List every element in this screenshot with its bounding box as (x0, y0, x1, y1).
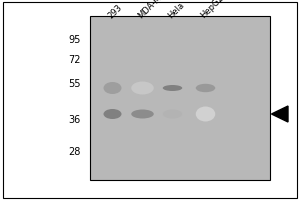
Bar (90, 16, 270, 180)
Text: MDA-MB231: MDA-MB231 (136, 0, 179, 20)
Ellipse shape (163, 109, 182, 118)
Ellipse shape (163, 85, 182, 91)
Text: 36: 36 (69, 115, 81, 125)
Ellipse shape (131, 63, 154, 73)
Text: Hela: Hela (166, 0, 186, 20)
Ellipse shape (131, 82, 154, 95)
Ellipse shape (103, 109, 122, 119)
Text: 72: 72 (68, 55, 81, 65)
Ellipse shape (196, 84, 215, 92)
Polygon shape (272, 106, 288, 122)
Text: 28: 28 (69, 147, 81, 157)
Text: 293: 293 (106, 2, 124, 20)
Text: 55: 55 (68, 79, 81, 89)
Ellipse shape (131, 109, 154, 118)
Ellipse shape (196, 106, 215, 121)
Text: HepG2: HepG2 (199, 0, 226, 20)
Text: 95: 95 (69, 35, 81, 45)
Ellipse shape (103, 82, 122, 94)
